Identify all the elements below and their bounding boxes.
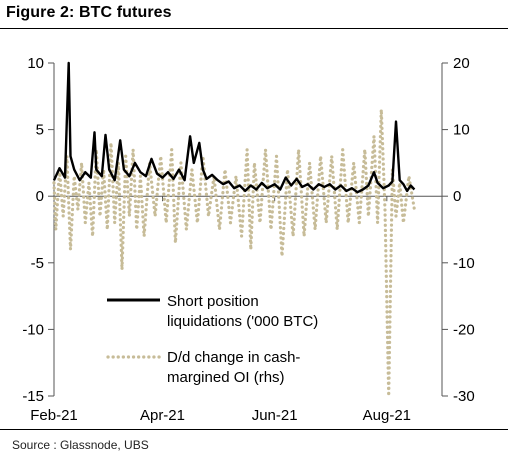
right-tick-label: -20 [453,321,475,338]
x-tick-label: Apr-21 [140,407,185,424]
legend-label-liquidations-line1: Short position [167,293,259,310]
title-rule [0,28,508,29]
bottom-rule [0,429,508,430]
series-short-liquidations [52,61,416,194]
oi-change-line [52,107,416,398]
legend: Short position liquidations ('000 BTC) D/d… [96,286,346,388]
x-tick-label: Feb-21 [30,407,78,424]
tick-labels: 10 5 0 -5 -10 -15 20 10 0 -10 -20 -30 Feb-21 Apr-21 Ju… [22,55,474,424]
left-tick-label: -15 [22,388,44,405]
x-tick-label: Aug-21 [363,407,411,424]
left-tick-label: 0 [36,188,44,205]
short-liquidations-line [52,61,416,194]
right-tick-label: 20 [453,55,470,72]
left-tick-label: -5 [31,255,44,272]
left-tick-label: -10 [22,321,44,338]
right-tick-label: 0 [453,188,461,205]
right-tick-label: -30 [453,388,475,405]
left-tick-label: 10 [27,55,44,72]
legend-box [96,286,346,388]
x-tick-label: Jun-21 [252,407,298,424]
source-note: Source : Glassnode, UBS [12,438,149,452]
figure-title: Figure 2: BTC futures [6,4,172,21]
right-tick-label: 10 [453,122,470,139]
legend-label-liquidations-line2: liquidations ('000 BTC) [167,313,318,330]
right-tick-label: -10 [453,255,475,272]
legend-label-oi-change-line1: D/d change in cash- [167,349,300,366]
legend-label-oi-change-line2: margined OI (rhs) [167,369,285,386]
series-oi-change [52,107,416,398]
left-tick-label: 5 [36,122,44,139]
